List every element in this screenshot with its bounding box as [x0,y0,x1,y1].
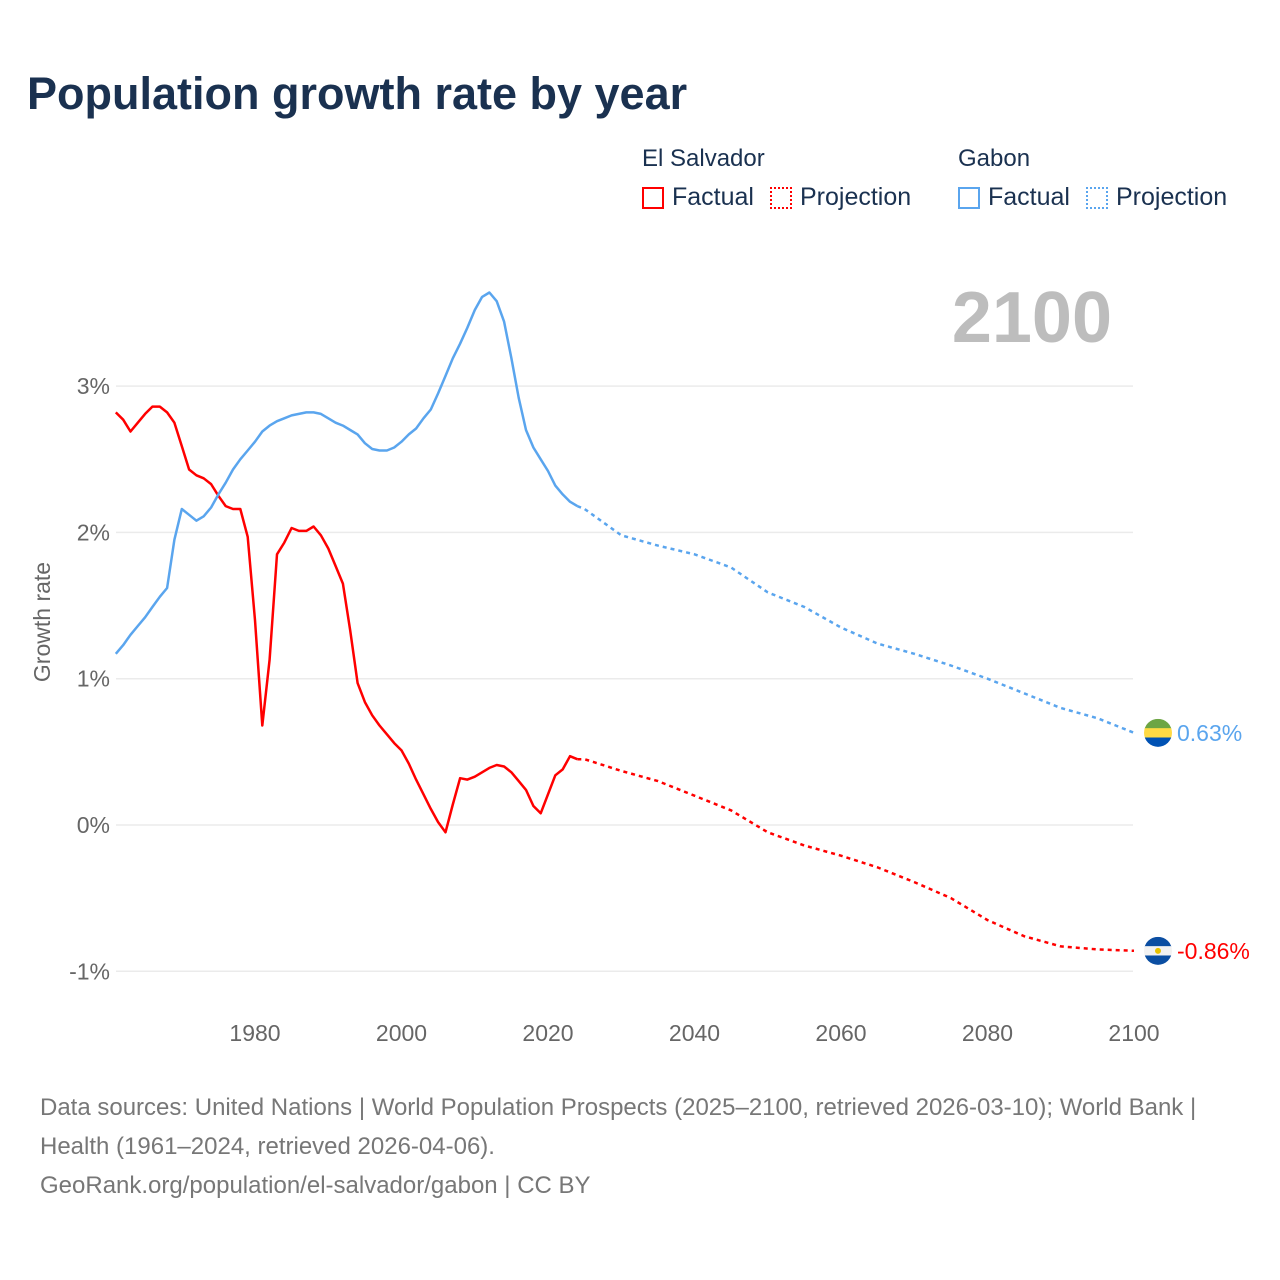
y-tick-label: 2% [77,519,110,545]
legend-label: Projection [799,183,912,211]
solid-swatch-icon [642,186,664,209]
x-tick-label: 2060 [815,1020,866,1046]
chart-title: Population growth rate by year [27,68,688,119]
x-tick-label: 2000 [376,1020,427,1046]
data-sources: Data sources: United Nations | World Pop… [40,1094,1197,1160]
legend-item-projection[interactable]: Projection [769,183,912,212]
series-line-projection-0 [577,757,1135,953]
y-tick-label: 0% [77,812,110,838]
x-tick-label: 2100 [1108,1020,1159,1046]
y-tick-label: -1% [69,958,110,984]
legend-gabon: Gabon Factual Projection [958,145,1243,212]
legend-item-factual[interactable]: Factual [642,183,754,212]
solid-swatch-icon [958,186,980,209]
dotted-swatch-icon [1085,186,1108,209]
x-tick-label: 1980 [229,1020,280,1046]
series-line-factual-0 [114,405,578,834]
x-tick-label: 2020 [522,1020,573,1046]
year-label: 2100 [952,278,1112,358]
series-line-factual-1 [114,291,578,655]
legend-group-label: Gabon [958,145,1031,172]
dotted-swatch-icon [769,186,792,209]
y-tick-label: 1% [77,666,110,692]
legend-item-projection[interactable]: Projection [1085,183,1228,212]
el-salvador-flag-icon [1144,936,1172,965]
legend-group-label: El Salvador [642,145,765,172]
end-value-label: 0.63% [1177,720,1242,746]
legend-label: Factual [672,183,754,211]
footer: Data sources: United Nations | World Pop… [40,1088,1240,1205]
credit-link[interactable]: GeoRank.org/population/el-salvador/gabon… [40,1172,591,1199]
x-tick-label: 2040 [669,1020,720,1046]
end-value-label: -0.86% [1177,938,1250,964]
y-tick-label: 3% [77,373,110,399]
legend-label: Projection [1115,183,1228,211]
series-line-projection-1 [576,504,1135,734]
y-axis-label: Growth rate [29,562,55,682]
x-tick-label: 2080 [962,1020,1013,1046]
legend-item-factual[interactable]: Factual [958,183,1070,212]
legend-el-salvador: El Salvador Factual Projection [642,145,927,212]
gabon-flag-icon [1144,718,1172,747]
legend-label: Factual [988,183,1070,211]
